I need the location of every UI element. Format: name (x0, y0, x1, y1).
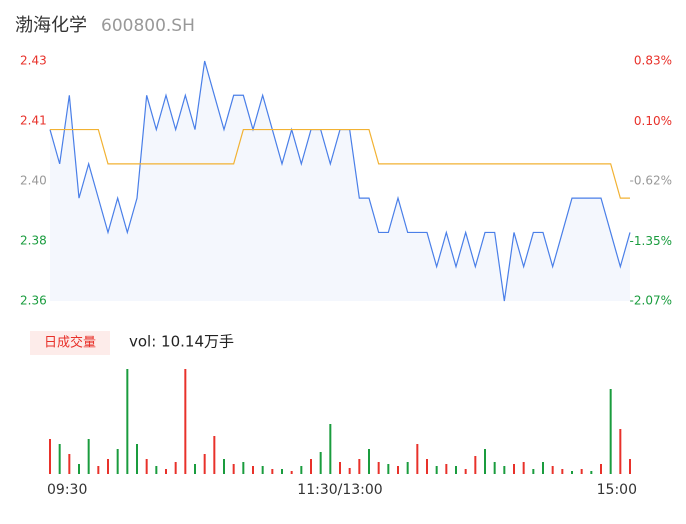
volume-bar (252, 466, 254, 474)
volume-bar (590, 471, 593, 474)
volume-bar (174, 462, 177, 474)
y2-tick-label: -1.35% (630, 234, 672, 248)
x-tick-label: 11:30/13:00 (297, 482, 382, 498)
volume-bar (329, 424, 332, 474)
volume-bar (261, 466, 264, 474)
volume-bar (445, 464, 448, 474)
volume-bar (155, 466, 158, 474)
volume-bar (484, 449, 486, 474)
volume-label: vol: 10.14万手 (129, 333, 234, 351)
volume-bar (600, 464, 602, 474)
volume-bar (68, 454, 71, 474)
volume-bar (561, 469, 564, 474)
volume-bar (571, 471, 573, 474)
volume-bar (368, 449, 370, 474)
volume-bar (426, 459, 428, 474)
volume-bar (290, 471, 293, 474)
volume-bar (165, 469, 167, 474)
y-tick-label: 2.38 (20, 234, 47, 248)
volume-bar (319, 452, 322, 474)
volume-bar (271, 469, 274, 474)
volume-bar (300, 466, 303, 474)
volume-bar (58, 444, 61, 474)
volume-bar (387, 464, 390, 474)
volume-bar (619, 429, 622, 474)
legend-title: 日成交量 (44, 335, 96, 351)
stock-code: 600800.SH (101, 16, 195, 36)
volume-bar (281, 469, 283, 474)
volume-bar (522, 462, 525, 474)
volume-bar (493, 462, 496, 474)
volume-bar (107, 459, 109, 474)
volume-bar (97, 466, 100, 474)
y-tick-label: 2.36 (20, 294, 47, 308)
stock-name: 渤海化学 (15, 15, 87, 36)
volume-bar (116, 449, 119, 474)
volume-bar (629, 459, 631, 474)
volume-bar (126, 369, 129, 474)
volume-bar (194, 464, 196, 474)
volume-bar (310, 459, 312, 474)
volume-bar (397, 466, 399, 474)
volume-bar (213, 436, 216, 474)
volume-bar (513, 464, 515, 474)
y2-tick-label: -0.62% (630, 174, 672, 188)
volume-bar (339, 462, 341, 474)
volume-bar (377, 462, 380, 474)
volume-bar (474, 456, 477, 474)
volume-bar (435, 466, 438, 474)
volume-bar (358, 459, 361, 474)
average-line (50, 128, 630, 199)
y2-tick-label: -2.07% (630, 294, 672, 308)
volume-bar (87, 439, 90, 474)
volume-bar (232, 464, 235, 474)
volume-bar (503, 466, 506, 474)
volume-bar (542, 462, 544, 474)
volume-bar (223, 459, 225, 474)
volume-bar (184, 369, 187, 474)
volume-bar (580, 469, 583, 474)
volume-bar (609, 389, 612, 474)
volume-bar (145, 459, 148, 474)
y2-tick-label: 0.83% (634, 54, 672, 68)
volume-bar (455, 466, 457, 474)
volume-bar (78, 464, 80, 474)
volume-bar (464, 469, 467, 474)
y2-tick-label: 0.10% (634, 114, 672, 128)
y-tick-label: 2.40 (20, 174, 47, 188)
volume-bar (203, 454, 206, 474)
volume-bar (532, 469, 535, 474)
y-tick-label: 2.43 (20, 54, 47, 68)
x-tick-label: 15:00 (597, 482, 637, 498)
legend-box (30, 331, 110, 355)
y-tick-label: 2.41 (20, 114, 47, 128)
volume-bar (348, 468, 351, 474)
volume-bar (406, 462, 409, 474)
volume-bar (416, 444, 419, 474)
volume-bar (136, 444, 138, 474)
x-tick-label: 09:30 (47, 482, 87, 498)
volume-bar (242, 462, 245, 474)
volume-bar (551, 466, 554, 474)
volume-bar (49, 439, 51, 474)
price-area (50, 61, 630, 301)
